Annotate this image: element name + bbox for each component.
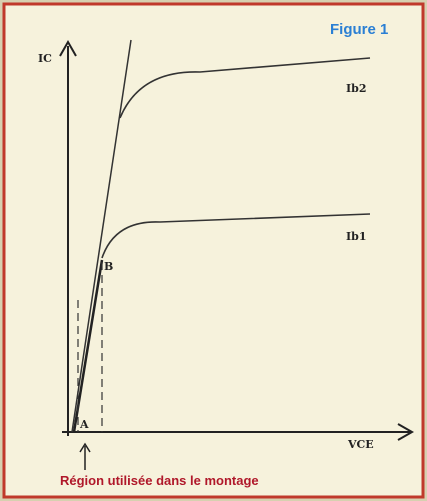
point-label: A: [79, 418, 89, 431]
curve-label: Ib1: [346, 230, 367, 243]
y-axis-label: IC: [38, 52, 52, 65]
saturation-line: [71, 39, 132, 433]
figure-label: Figure 1: [330, 21, 388, 38]
operating-segment: [72, 259, 104, 433]
caption: Région utilisée dans le montage: [60, 473, 259, 488]
curve-label: Ib2: [346, 82, 367, 95]
y-arrow: [59, 39, 77, 57]
x-axis-label: VCE: [347, 438, 374, 451]
curve-ib1: [101, 213, 371, 259]
caption-arrowhead: [79, 442, 91, 453]
x-arrow: [397, 423, 415, 441]
curve-ib2: [119, 57, 371, 119]
point-label: B: [104, 260, 113, 273]
